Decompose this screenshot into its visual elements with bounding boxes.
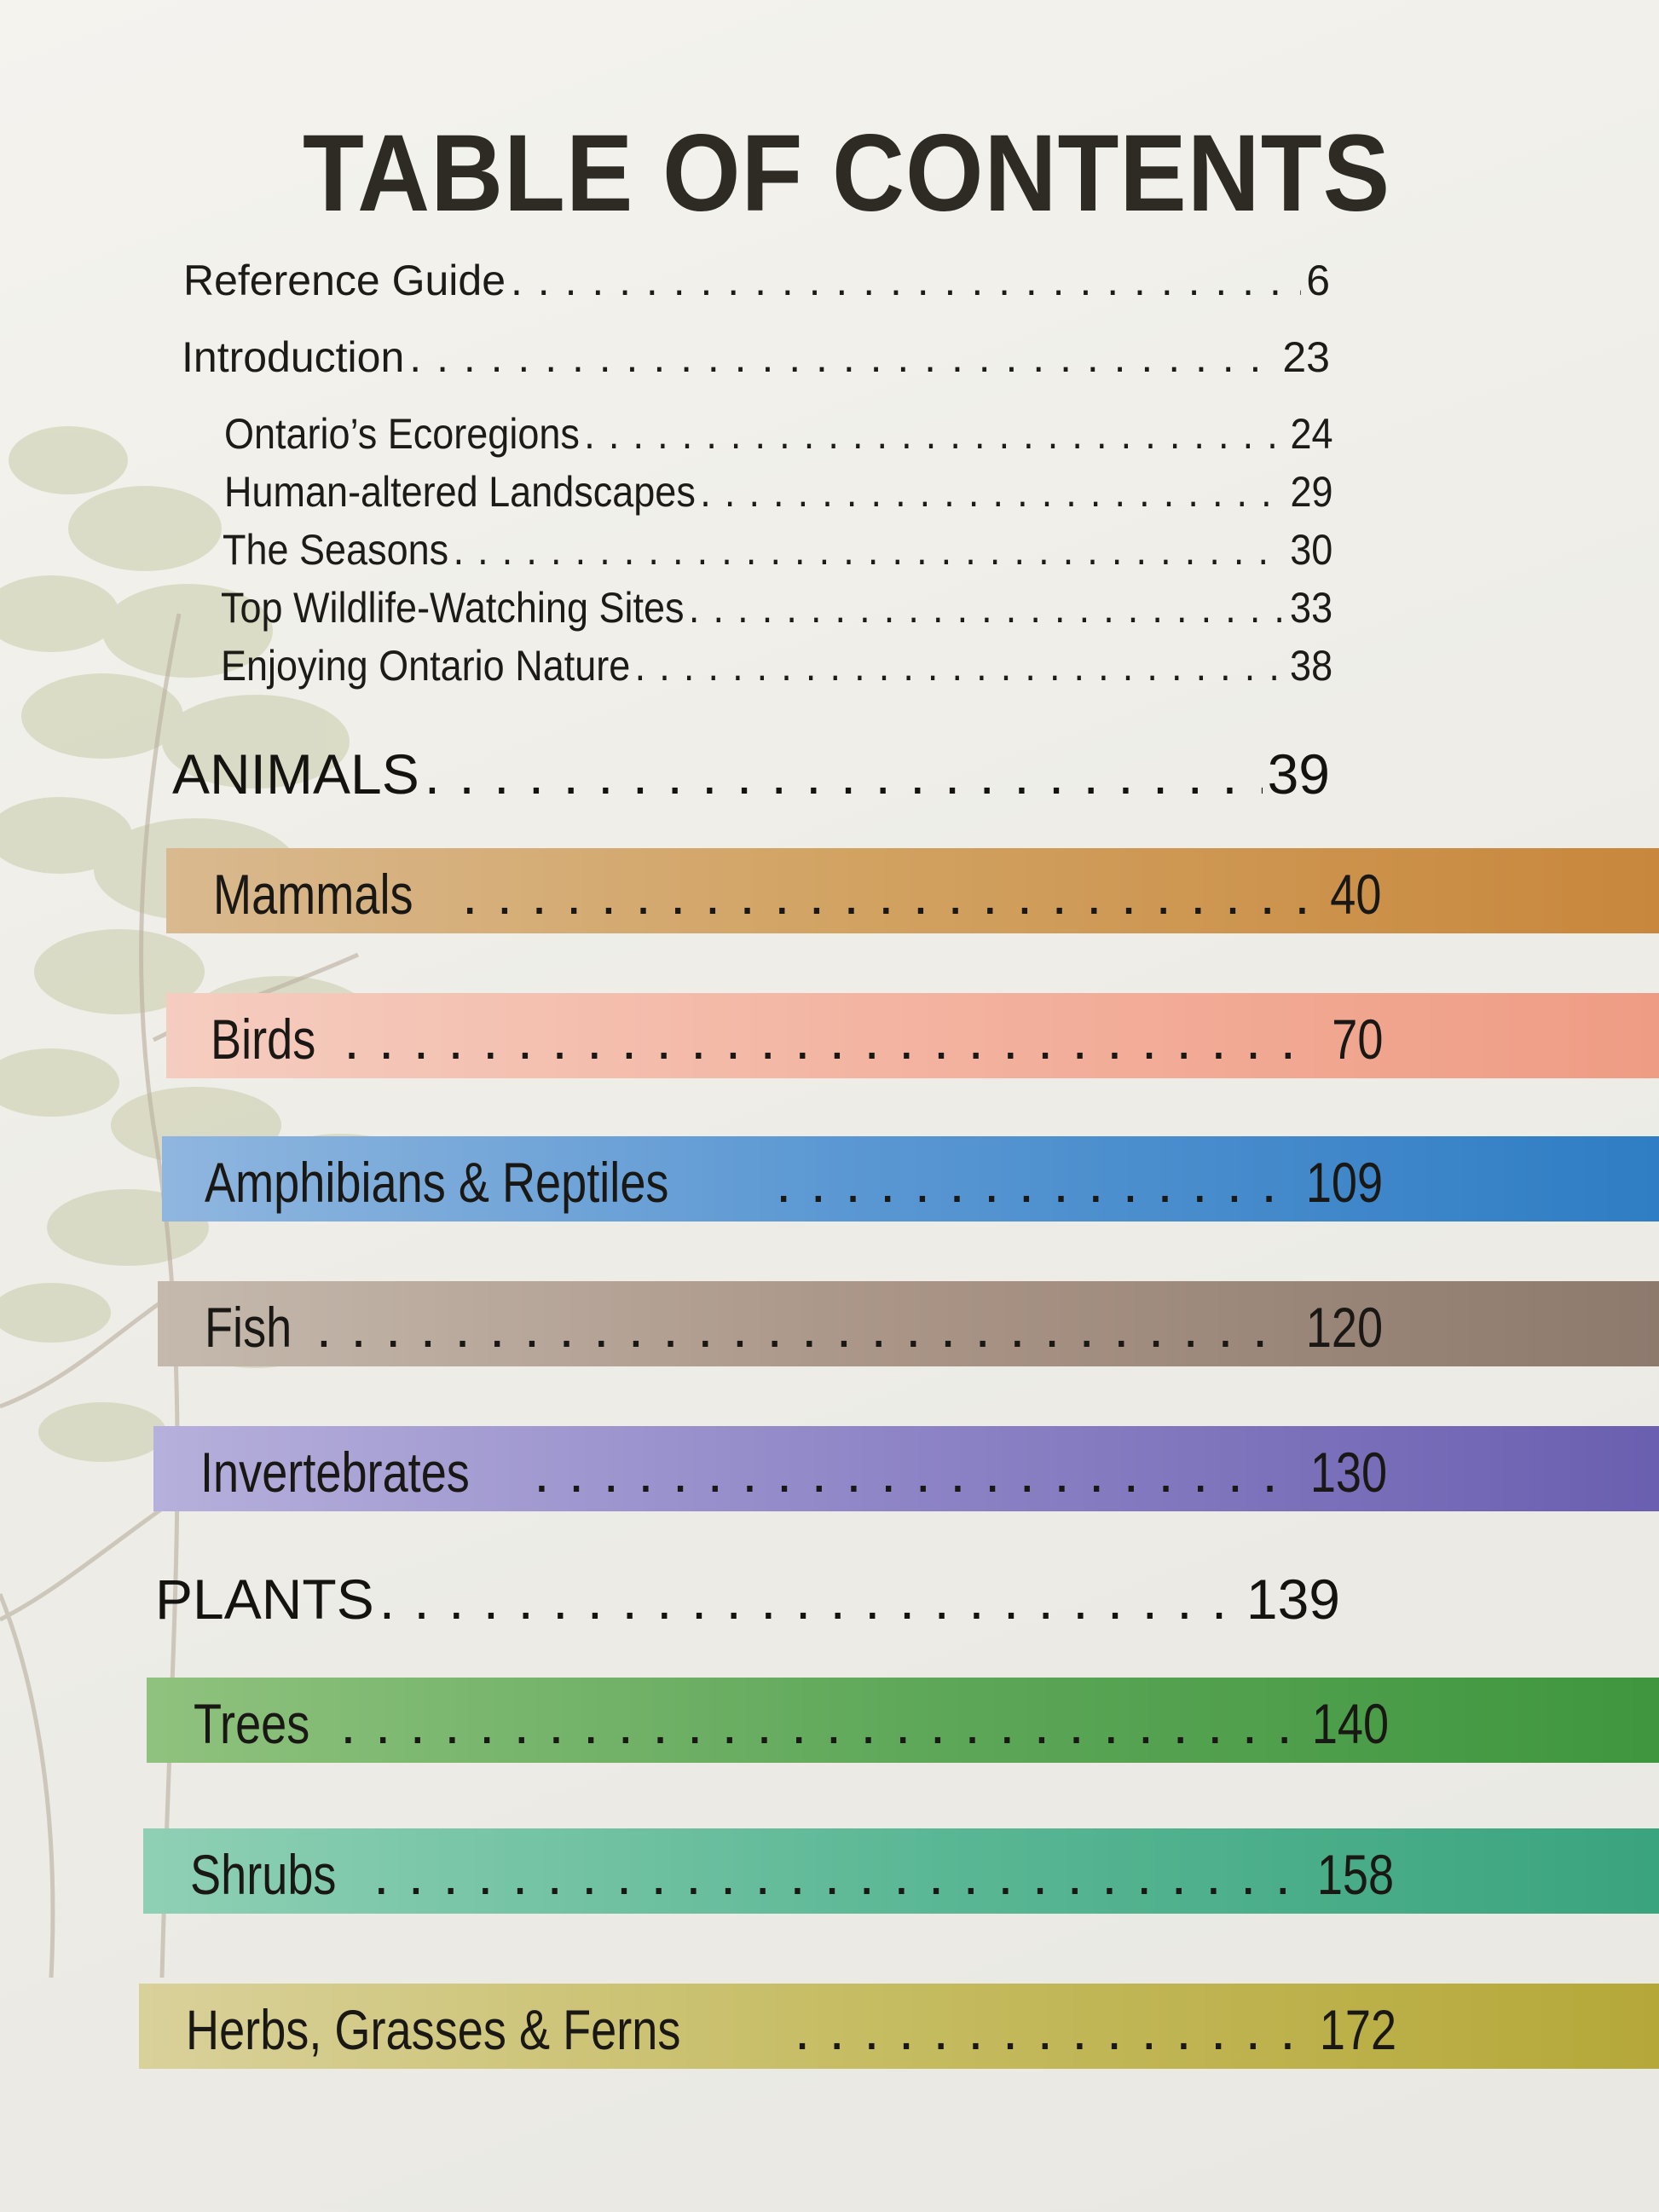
entry-page: 6 [1306, 257, 1330, 304]
chapter-band-shrubs[interactable]: Shrubs 158 [143, 1828, 1659, 1914]
entry-page: 24 [1290, 410, 1333, 458]
leader-dots [409, 332, 1277, 382]
leader-dots [425, 742, 1263, 806]
entry-label: Invertebrates [200, 1441, 470, 1504]
chapter-band-herbs-grasses-ferns[interactable]: Herbs, Grasses & Ferns 172 [139, 1984, 1659, 2069]
leader-dots [635, 641, 1286, 690]
leader-dots [776, 1150, 1284, 1215]
chapter-band-mammals[interactable]: Mammals 40 [166, 848, 1659, 933]
entry-page: 158 [1316, 1843, 1394, 1906]
entry-label: Mammals [213, 863, 413, 926]
entry-label: ANIMALS [172, 742, 419, 806]
leader-dots [379, 1567, 1241, 1632]
leader-dots [340, 1691, 1290, 1756]
entry-label: Birds [211, 1008, 316, 1071]
entry-page: 33 [1290, 584, 1333, 632]
entry-page: 70 [1331, 1008, 1383, 1071]
toc-entry-amphibians-reptiles: Amphibians & Reptiles 109 [205, 1150, 1383, 1215]
entry-page: 29 [1290, 468, 1333, 516]
entry-label: Trees [194, 1692, 310, 1755]
chapter-band-birds[interactable]: Birds 70 [166, 993, 1659, 1078]
entry-label: Amphibians & Reptiles [205, 1151, 669, 1214]
leader-dots [700, 467, 1286, 517]
leader-dots [534, 1440, 1288, 1505]
entry-page: 30 [1290, 526, 1333, 574]
toc-entry-reference-guide[interactable]: Reference Guide 6 [183, 256, 1330, 305]
page-title: TABLE OF CONTENTS [303, 113, 1391, 234]
entry-label: Fish [205, 1296, 292, 1359]
entry-label: Ontario’s Ecoregions [224, 410, 580, 458]
chapter-band-amphibians-reptiles[interactable]: Amphibians & Reptiles 109 [162, 1136, 1659, 1222]
leader-dots [316, 1295, 1284, 1360]
entry-page: 40 [1329, 863, 1381, 926]
entry-page: 130 [1309, 1441, 1387, 1504]
leader-dots [689, 583, 1286, 632]
entry-label: PLANTS [155, 1568, 374, 1631]
entry-label: Shrubs [190, 1843, 337, 1906]
toc-subentry-ecoregions[interactable]: Ontario’s Ecoregions 24 [224, 409, 1333, 459]
entry-label: Introduction [182, 333, 405, 381]
toc-subentry-enjoying-nature[interactable]: Enjoying Ontario Nature 38 [221, 641, 1332, 690]
entry-label: Reference Guide [183, 257, 506, 304]
toc-entry-trees: Trees 140 [194, 1691, 1389, 1756]
entry-label: The Seasons [223, 526, 449, 574]
toc-section-animals[interactable]: ANIMALS 39 [172, 742, 1330, 806]
toc-entry-herbs-grasses-ferns: Herbs, Grasses & Ferns 172 [186, 1997, 1396, 2062]
toc-subentry-seasons[interactable]: The Seasons 30 [223, 525, 1332, 575]
entry-label: Human-altered Landscapes [224, 468, 696, 516]
entry-label: Herbs, Grasses & Ferns [186, 1998, 681, 2061]
chapter-band-fish[interactable]: Fish 120 [158, 1281, 1659, 1366]
entry-page: 23 [1282, 333, 1330, 381]
entry-page: 38 [1290, 642, 1333, 690]
toc-section-plants[interactable]: PLANTS 139 [155, 1567, 1340, 1632]
toc-subentry-human-altered-landscapes[interactable]: Human-altered Landscapes 29 [224, 467, 1333, 517]
toc-entry-invertebrates: Invertebrates 130 [200, 1440, 1387, 1505]
entry-page: 109 [1305, 1151, 1383, 1214]
leader-dots [511, 256, 1301, 305]
entry-page: 139 [1246, 1568, 1340, 1631]
leader-dots [344, 1007, 1315, 1071]
entry-page: 172 [1319, 1998, 1396, 2061]
toc-subentry-wildlife-watching-sites[interactable]: Top Wildlife-Watching Sites 33 [221, 583, 1332, 632]
toc-entry-birds: Birds 70 [211, 1007, 1383, 1071]
toc-entry-fish: Fish 120 [205, 1295, 1383, 1360]
leader-dots [795, 1997, 1298, 2062]
leader-dots [454, 525, 1286, 575]
toc-entry-introduction[interactable]: Introduction 23 [182, 332, 1330, 382]
entry-page: 120 [1305, 1296, 1383, 1359]
toc-entry-shrubs: Shrubs 158 [190, 1842, 1394, 1907]
chapter-band-invertebrates[interactable]: Invertebrates 130 [153, 1426, 1659, 1511]
entry-label: Enjoying Ontario Nature [221, 642, 631, 690]
leader-dots [373, 1842, 1295, 1907]
entry-page: 39 [1267, 742, 1330, 806]
leader-dots [462, 862, 1314, 927]
chapter-band-trees[interactable]: Trees 140 [147, 1678, 1659, 1763]
entry-label: Top Wildlife-Watching Sites [221, 584, 685, 632]
entry-page: 140 [1311, 1692, 1389, 1755]
toc-entry-mammals: Mammals 40 [213, 862, 1381, 927]
leader-dots [584, 409, 1286, 459]
